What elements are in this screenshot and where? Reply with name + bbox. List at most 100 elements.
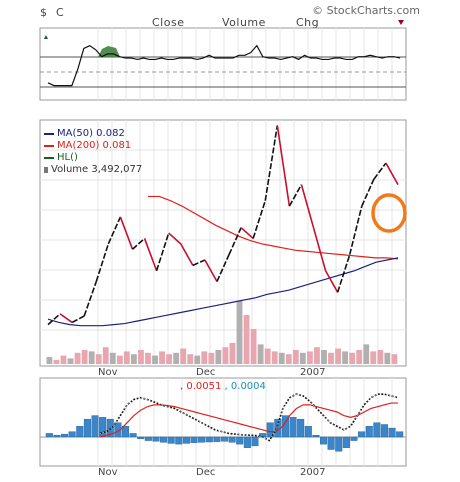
volume-bar xyxy=(236,301,243,364)
macd-histogram-bar xyxy=(137,436,145,439)
legend-item-hl: HL() xyxy=(44,152,142,164)
close-label: Close xyxy=(152,16,185,29)
price-segment xyxy=(192,259,206,267)
macd-histogram-bar xyxy=(61,433,69,438)
volume-bar xyxy=(384,352,391,364)
volume-bar xyxy=(271,351,278,364)
macd-histogram-bar xyxy=(114,422,122,438)
x-tick-label: Nov xyxy=(98,367,118,378)
volume-bar xyxy=(187,354,194,364)
price-segment xyxy=(131,237,146,250)
volume-bar xyxy=(180,348,187,364)
macd-histogram-bar xyxy=(380,424,388,438)
volume-bar xyxy=(377,350,384,364)
price-segment xyxy=(300,184,315,228)
volume-bar xyxy=(335,348,341,364)
macd-x-tick-label: 2007 xyxy=(300,467,325,478)
macd-histogram-bar xyxy=(266,422,274,438)
volume-bar xyxy=(116,355,123,364)
volume-bar xyxy=(201,351,208,364)
macd-histogram-bar xyxy=(152,436,160,442)
macd-value-1: , 0.0051 xyxy=(180,381,222,392)
volume-bar xyxy=(321,350,327,364)
price-segment xyxy=(385,162,399,186)
triangle-marker-icon xyxy=(44,35,48,39)
volume-bar xyxy=(109,352,116,364)
legend-item-ma50: MA(50) 0.082 xyxy=(44,128,142,140)
volume-bar xyxy=(208,352,215,364)
price-segment xyxy=(264,125,279,201)
volume-bar xyxy=(152,355,158,364)
volume-bar xyxy=(285,354,292,364)
brand-text: © StockCharts.com xyxy=(312,4,420,17)
price-segment xyxy=(107,216,122,245)
macd-histogram-bar xyxy=(236,436,244,445)
price-segment xyxy=(83,281,98,317)
volume-bar xyxy=(363,344,370,364)
macd-histogram-bar xyxy=(297,418,305,438)
volume-bar xyxy=(215,350,222,364)
price-segment xyxy=(180,243,194,266)
macd-histogram-bar xyxy=(320,436,328,445)
price-segment xyxy=(155,232,170,272)
volume-label: Volume xyxy=(222,16,266,29)
macd-histogram-bar xyxy=(198,436,206,443)
volume-bar xyxy=(145,352,151,364)
x-tick-label: Dec xyxy=(196,367,215,378)
macd-histogram-bar xyxy=(335,436,343,452)
macd-histogram-bar xyxy=(144,436,152,441)
macd-histogram-bar xyxy=(388,427,396,438)
volume-bar xyxy=(349,352,356,364)
volume-bar xyxy=(342,351,349,364)
macd-histogram-bar xyxy=(68,431,76,438)
price-segment xyxy=(324,270,339,293)
macd-histogram-bar xyxy=(83,418,91,438)
symbol-label-2: C xyxy=(56,6,65,19)
price-segment xyxy=(361,178,375,207)
volume-bar xyxy=(299,352,306,364)
volume-bar xyxy=(370,351,377,364)
macd-histogram-bar xyxy=(312,435,320,438)
volume-bar xyxy=(67,358,74,364)
volume-bar xyxy=(138,350,144,364)
price-segment xyxy=(59,313,73,324)
macd-x-tick-label: Nov xyxy=(98,467,118,478)
ma200-line xyxy=(148,195,399,260)
macd-values: , 0.0051 , 0.0004 xyxy=(180,381,266,392)
volume-bar xyxy=(95,354,102,364)
macd-histogram-bar xyxy=(358,431,366,438)
macd-histogram-bar xyxy=(213,436,221,442)
legend-swatch-ma50 xyxy=(44,133,54,135)
volume-bar xyxy=(306,351,313,364)
macd-line-inner xyxy=(99,393,399,441)
volume-bar xyxy=(102,347,109,364)
macd-histogram-bar xyxy=(365,426,373,438)
rsi-line xyxy=(47,44,401,87)
price-segment xyxy=(348,205,363,255)
price-segment xyxy=(204,259,218,282)
annotation-circle xyxy=(371,193,407,233)
legend-label-ma50: MA(50) 0.082 xyxy=(57,128,125,139)
legend-item-volume: Volume 3,492,077 xyxy=(44,164,142,176)
price-segment xyxy=(143,238,158,272)
price-panel-frame xyxy=(39,119,407,367)
volume-bar xyxy=(88,351,95,364)
volume-bar xyxy=(328,352,334,364)
volume-bar xyxy=(292,350,299,364)
macd-histogram-bar xyxy=(175,436,183,445)
price-segment xyxy=(373,162,387,180)
volume-bar xyxy=(243,315,250,364)
price-segment xyxy=(95,243,110,282)
macd-histogram-bar xyxy=(342,436,350,448)
chg-label: Chg xyxy=(296,16,320,29)
price-segment xyxy=(119,216,134,250)
price-segment xyxy=(168,232,182,245)
symbol-label: $ xyxy=(40,6,48,19)
macd-histogram-bar xyxy=(76,426,84,438)
volume-bar xyxy=(222,347,229,364)
volume-bar xyxy=(391,354,398,364)
macd-histogram-bar xyxy=(45,433,53,438)
macd-histogram-bar xyxy=(121,426,129,438)
price-segment xyxy=(228,227,242,255)
volume-bar xyxy=(74,352,81,364)
